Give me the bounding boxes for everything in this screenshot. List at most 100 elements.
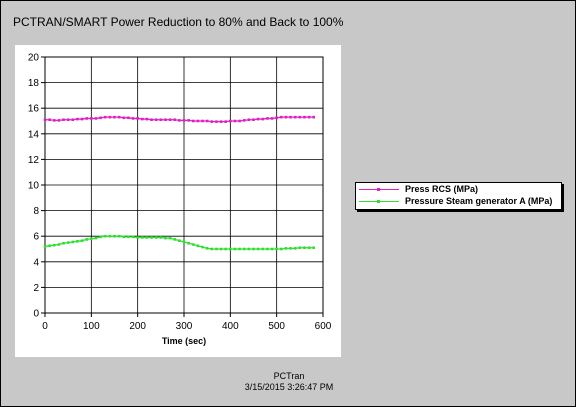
data-point-pressure-steam-generator-a-mpa — [108, 234, 112, 238]
data-point-press-rcs-mpa — [90, 117, 93, 120]
data-point-press-rcs-mpa — [205, 119, 209, 123]
y-tick-label: 8 — [33, 206, 39, 217]
data-point-press-rcs-mpa — [238, 119, 241, 123]
data-point-press-rcs-mpa — [131, 117, 135, 120]
legend-label-press-rcs: Press RCS (MPa) — [405, 184, 479, 194]
data-point-press-rcs-mpa — [280, 115, 283, 119]
series-line-pressure-steam-generator-a-mpa — [44, 235, 314, 250]
data-point-press-rcs-mpa — [150, 118, 153, 122]
data-point-press-rcs-mpa — [303, 115, 306, 119]
data-point-pressure-steam-generator-a-mpa — [284, 247, 288, 250]
data-point-pressure-steam-generator-a-mpa — [219, 247, 223, 251]
y-tick-label: 16 — [28, 104, 40, 115]
data-point-press-rcs-mpa — [252, 118, 255, 122]
data-point-press-rcs-mpa — [159, 118, 163, 122]
data-point-press-rcs-mpa — [298, 115, 302, 119]
data-point-press-rcs-mpa — [108, 115, 112, 119]
data-point-pressure-steam-generator-a-mpa — [43, 245, 47, 248]
data-point-pressure-steam-generator-a-mpa — [52, 243, 56, 247]
data-point-press-rcs-mpa — [145, 117, 149, 121]
data-point-press-rcs-mpa — [154, 118, 158, 122]
data-point-pressure-steam-generator-a-mpa — [178, 239, 181, 242]
data-point-press-rcs-mpa — [127, 116, 130, 120]
plot-panel: 0 2 4 6 8 10 12 14 16 18 20 0 100 200 300 400 500 600 Time… — [15, 45, 341, 357]
x-tick-label: 300 — [176, 321, 193, 332]
data-point-pressure-steam-generator-a-mpa — [182, 240, 186, 244]
data-point-press-rcs-mpa — [289, 115, 292, 119]
data-point-press-rcs-mpa — [168, 118, 172, 122]
data-point-press-rcs-mpa — [229, 119, 232, 123]
data-point-press-rcs-mpa — [293, 115, 297, 119]
legend: Press RCS (MPa) Pressure Steam generator… — [355, 182, 562, 210]
data-point-press-rcs-mpa — [307, 115, 311, 119]
data-point-pressure-steam-generator-a-mpa — [233, 247, 237, 251]
legend-label-pressure-sg-a: Pressure Steam generator A (MPa) — [405, 196, 553, 206]
data-point-pressure-steam-generator-a-mpa — [99, 235, 102, 239]
x-tick-label: 500 — [268, 321, 285, 332]
legend-item-pressure-sg-a: Pressure Steam generator A (MPa) — [359, 196, 552, 208]
data-point-press-rcs-mpa — [113, 115, 116, 119]
data-point-press-rcs-mpa — [275, 116, 278, 120]
data-point-press-rcs-mpa — [191, 119, 195, 123]
data-point-pressure-steam-generator-a-mpa — [252, 247, 255, 251]
data-point-press-rcs-mpa — [312, 115, 316, 119]
data-point-pressure-steam-generator-a-mpa — [215, 247, 218, 251]
data-point-press-rcs-mpa — [66, 118, 70, 122]
data-point-press-rcs-mpa — [242, 119, 246, 122]
data-point-pressure-steam-generator-a-mpa — [303, 246, 306, 250]
data-point-pressure-steam-generator-a-mpa — [71, 240, 75, 244]
data-point-press-rcs-mpa — [122, 116, 126, 120]
x-axis-label: Time (sec) — [162, 336, 206, 346]
data-point-pressure-steam-generator-a-mpa — [224, 247, 227, 251]
data-point-press-rcs-mpa — [80, 117, 84, 121]
data-point-pressure-steam-generator-a-mpa — [205, 247, 209, 250]
y-tick-label: 12 — [28, 155, 40, 166]
x-tick-label: 0 — [42, 321, 48, 332]
data-point-press-rcs-mpa — [43, 118, 47, 122]
data-point-press-rcs-mpa — [233, 119, 237, 123]
data-point-pressure-steam-generator-a-mpa — [280, 247, 283, 251]
data-point-press-rcs-mpa — [99, 116, 102, 120]
data-point-pressure-steam-generator-a-mpa — [187, 241, 190, 245]
y-tick-label: 6 — [33, 232, 39, 243]
legend-item-press-rcs: Press RCS (MPa) — [359, 184, 478, 196]
data-point-pressure-steam-generator-a-mpa — [275, 247, 278, 251]
data-point-pressure-steam-generator-a-mpa — [62, 241, 65, 245]
data-point-press-rcs-mpa — [103, 115, 107, 119]
data-point-pressure-steam-generator-a-mpa — [127, 235, 130, 239]
data-point-pressure-steam-generator-a-mpa — [289, 247, 292, 250]
x-tick-label: 200 — [129, 321, 146, 332]
data-point-press-rcs-mpa — [62, 118, 65, 122]
data-point-pressure-steam-generator-a-mpa — [154, 236, 158, 239]
y-tick-label: 14 — [28, 129, 40, 140]
data-point-pressure-steam-generator-a-mpa — [261, 247, 265, 251]
data-point-press-rcs-mpa — [178, 119, 181, 122]
data-point-press-rcs-mpa — [76, 117, 79, 121]
data-point-pressure-steam-generator-a-mpa — [298, 246, 302, 250]
data-point-press-rcs-mpa — [52, 119, 56, 122]
data-point-pressure-steam-generator-a-mpa — [293, 247, 297, 250]
data-point-press-rcs-mpa — [136, 117, 139, 120]
data-point-pressure-steam-generator-a-mpa — [201, 245, 204, 249]
data-point-press-rcs-mpa — [261, 117, 265, 121]
data-point-press-rcs-mpa — [270, 117, 274, 120]
x-tick-label: 400 — [222, 321, 239, 332]
data-point-pressure-steam-generator-a-mpa — [117, 234, 121, 238]
data-point-pressure-steam-generator-a-mpa — [312, 246, 316, 250]
y-tick-label: 20 — [28, 53, 40, 64]
data-point-pressure-steam-generator-a-mpa — [113, 234, 116, 238]
data-point-pressure-steam-generator-a-mpa — [210, 247, 214, 251]
data-point-press-rcs-mpa — [224, 120, 227, 123]
data-point-pressure-steam-generator-a-mpa — [141, 236, 144, 239]
data-point-pressure-steam-generator-a-mpa — [48, 244, 51, 248]
legend-swatch-press-rcs — [359, 188, 399, 192]
data-point-pressure-steam-generator-a-mpa — [270, 247, 274, 251]
data-point-pressure-steam-generator-a-mpa — [159, 236, 163, 239]
y-tick-label: 10 — [28, 181, 40, 192]
data-point-press-rcs-mpa — [284, 115, 288, 119]
data-point-press-rcs-mpa — [196, 119, 200, 123]
data-point-pressure-steam-generator-a-mpa — [242, 247, 246, 251]
data-point-pressure-steam-generator-a-mpa — [168, 236, 172, 240]
